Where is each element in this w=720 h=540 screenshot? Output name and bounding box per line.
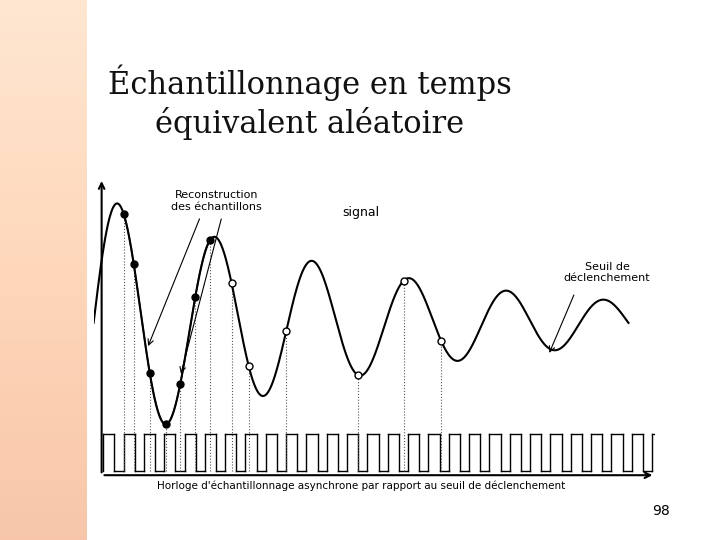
Text: signal: signal bbox=[343, 206, 379, 219]
Text: Reconstruction
des échantillons: Reconstruction des échantillons bbox=[171, 190, 262, 212]
Text: 98: 98 bbox=[652, 504, 670, 518]
Text: Échantillonnage en temps
équivalent aléatoire: Échantillonnage en temps équivalent aléa… bbox=[108, 65, 511, 139]
Text: Seuil de
déclenchement: Seuil de déclenchement bbox=[564, 262, 650, 284]
Text: Horloge d'échantillonnage asynchrone par rapport au seuil de déclenchement: Horloge d'échantillonnage asynchrone par… bbox=[157, 481, 565, 491]
